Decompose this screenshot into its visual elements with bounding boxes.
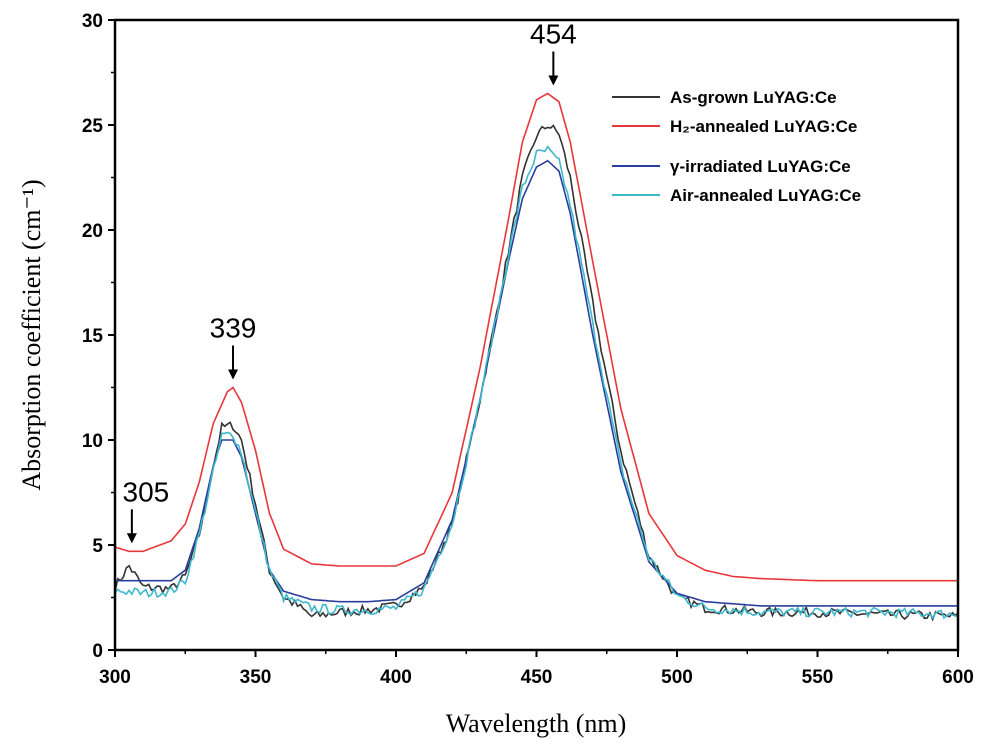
x-tick-label-3: 450 [521,667,553,688]
y-tick-label-5: 25 [82,116,104,137]
annotation-label-0: 305 [123,476,170,507]
y-tick-label-3: 15 [82,326,104,347]
annotation-arrow-head-1 [228,369,239,380]
y-tick-label-6: 30 [82,11,103,32]
x-axis-title: Wavelength (nm) [446,709,627,738]
x-tick-label-0: 300 [99,667,131,688]
y-tick-label-2: 10 [82,431,103,452]
y-tick-label-0: 0 [92,641,103,662]
legend-label-2: γ-irradiated LuYAG:Ce [670,157,851,176]
annotation-arrow-head-0 [126,533,137,544]
y-tick-label-4: 20 [82,221,103,242]
x-tick-label-5: 550 [802,667,834,688]
x-tick-label-2: 400 [380,667,412,688]
series-line-1 [114,92,958,582]
legend: As-grown LuYAG:Ce H₂-annealed LuYAG:Ce γ-i… [612,88,861,205]
x-tick-label-1: 350 [240,667,272,688]
series-layer [114,92,959,622]
annotation-arrow-head-2 [548,75,559,86]
legend-label-0: As-grown LuYAG:Ce [670,88,837,107]
legend-label-1: H₂-annealed LuYAG:Ce [670,117,857,136]
annotation-label-2: 454 [530,19,577,50]
series-line-2 [115,159,958,607]
axes-layer: 300 350 400 450 500 550 600 0 5 10 15 20 25 30 [82,11,974,688]
series-line-0 [114,124,959,622]
y-tick-label-1: 5 [92,536,103,557]
annotation-layer: 305 339 454 [123,19,577,544]
x-tick-label-4: 500 [661,667,693,688]
x-tick-label-6: 600 [942,667,974,688]
legend-label-3: Air-annealed LuYAG:Ce [670,186,861,205]
series-line-3 [114,145,959,620]
y-axis-title: Absorption coefficient (cm⁻¹) [17,179,46,490]
annotation-label-1: 339 [210,313,257,344]
